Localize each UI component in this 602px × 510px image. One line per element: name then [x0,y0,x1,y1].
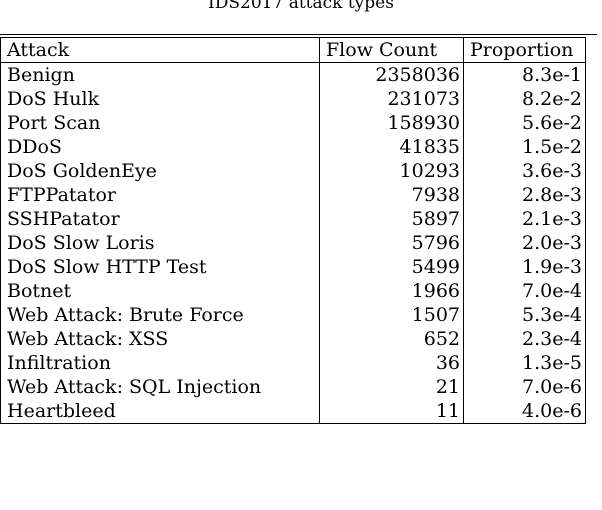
flow-count: 36 [319,351,464,375]
attack-name: Port Scan [0,111,320,135]
table-row: Infiltration 36 1.3e-5 [0,351,586,375]
attack-name: Benign [0,62,320,87]
header-proportion: Proportion [463,37,586,63]
attack-name: DoS Slow Loris [0,231,320,255]
flow-count: 5796 [319,231,464,255]
table-row: DoS Hulk 231073 8.2e-2 [0,87,586,111]
attack-name: DoS Hulk [0,87,320,111]
proportion: 2.8e-3 [463,183,586,207]
proportion: 1.9e-3 [463,255,586,279]
flow-count: 10293 [319,159,464,183]
flow-count: 158930 [319,111,464,135]
flow-count: 1507 [319,303,464,327]
proportion: 8.2e-2 [463,87,586,111]
flow-count: 5897 [319,207,464,231]
attack-name: SSHPatator [0,207,320,231]
table-row: FTPPatator 7938 2.8e-3 [0,183,586,207]
proportion: 2.1e-3 [463,207,586,231]
attack-name: Heartbleed [0,399,320,424]
flow-count: 231073 [319,87,464,111]
attack-name: Infiltration [0,351,320,375]
table-header-row: Attack Flow Count Proportion [0,37,586,63]
proportion: 2.3e-4 [463,327,586,351]
proportion: 8.3e-1 [463,62,586,87]
header-attack: Attack [0,37,320,63]
table-row: DDoS 41835 1.5e-2 [0,135,586,159]
header-flow-count: Flow Count [319,37,464,63]
attack-name: Botnet [0,279,320,303]
proportion: 1.3e-5 [463,351,586,375]
proportion: 5.6e-2 [463,111,586,135]
flow-count: 7938 [319,183,464,207]
proportion: 1.5e-2 [463,135,586,159]
flow-count: 5499 [319,255,464,279]
flow-count: 21 [319,375,464,399]
flow-count: 1966 [319,279,464,303]
table-row: Heartbleed 11 4.0e-6 [0,399,586,424]
attack-table: Attack Flow Count Proportion Benign 2358… [0,37,586,424]
attack-name: Web Attack: SQL Injection [0,375,320,399]
attack-name: Web Attack: Brute Force [0,303,320,327]
flow-count: 41835 [319,135,464,159]
proportion: 7.0e-4 [463,279,586,303]
attack-name: DoS Slow HTTP Test [0,255,320,279]
table-row: DoS GoldenEye 10293 3.6e-3 [0,159,586,183]
table-row: Port Scan 158930 5.6e-2 [0,111,586,135]
table-caption: IDS2017 attack types [208,0,394,13]
table-row: Web Attack: SQL Injection 21 7.0e-6 [0,375,586,399]
proportion: 7.0e-6 [463,375,586,399]
table-row: Web Attack: Brute Force 1507 5.3e-4 [0,303,586,327]
attack-name: FTPPatator [0,183,320,207]
table-row: SSHPatator 5897 2.1e-3 [0,207,586,231]
attack-name: DoS GoldenEye [0,159,320,183]
flow-count: 652 [319,327,464,351]
top-rule [0,34,597,35]
table-row: DoS Slow Loris 5796 2.0e-3 [0,231,586,255]
flow-count: 11 [319,399,464,424]
table-row: Benign 2358036 8.3e-1 [0,62,586,87]
attack-name: Web Attack: XSS [0,327,320,351]
attack-name: DDoS [0,135,320,159]
table-row: DoS Slow HTTP Test 5499 1.9e-3 [0,255,586,279]
table-row: Web Attack: XSS 652 2.3e-4 [0,327,586,351]
proportion: 2.0e-3 [463,231,586,255]
proportion: 5.3e-4 [463,303,586,327]
table-row: Botnet 1966 7.0e-4 [0,279,586,303]
proportion: 4.0e-6 [463,399,586,424]
proportion: 3.6e-3 [463,159,586,183]
flow-count: 2358036 [319,62,464,87]
